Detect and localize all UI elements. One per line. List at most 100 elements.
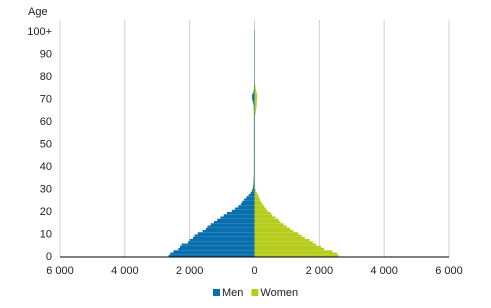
- bar: [255, 203, 263, 205]
- bar: [254, 127, 255, 129]
- bar: [254, 88, 255, 90]
- bar: [255, 104, 257, 106]
- bar: [255, 205, 265, 207]
- bar: [244, 199, 254, 201]
- bar: [255, 199, 261, 201]
- bar: [253, 187, 255, 189]
- bar: [195, 235, 255, 237]
- bar: [255, 106, 257, 108]
- bar: [232, 210, 255, 212]
- y-tick-label: 50: [40, 138, 52, 150]
- bar: [255, 212, 271, 214]
- bar: [255, 241, 313, 243]
- bar: [255, 100, 257, 102]
- bar: [211, 223, 255, 225]
- bar: [254, 176, 255, 178]
- bar: [173, 250, 254, 252]
- bar: [214, 221, 255, 223]
- bar: [255, 194, 259, 196]
- bar: [255, 208, 266, 210]
- bar: [255, 214, 273, 216]
- bar: [255, 239, 310, 241]
- x-tick-label: 2 000: [306, 265, 334, 277]
- bar: [254, 160, 255, 162]
- y-axis-label: Age: [28, 6, 48, 18]
- bar: [253, 185, 254, 187]
- bar: [255, 223, 284, 225]
- bar: [254, 167, 255, 169]
- bar: [254, 169, 255, 171]
- bar: [255, 91, 257, 93]
- bar: [241, 203, 255, 205]
- bar: [255, 226, 287, 228]
- y-tick-label: 80: [40, 71, 52, 83]
- bar: [255, 235, 302, 237]
- bar: [254, 178, 255, 180]
- bar: [251, 192, 255, 194]
- bar: [254, 91, 255, 93]
- bar: [255, 95, 258, 97]
- bar: [255, 190, 256, 192]
- bar: [254, 131, 255, 133]
- bar: [182, 244, 255, 246]
- bar: [254, 113, 255, 115]
- bar: [255, 187, 256, 189]
- bar: [255, 111, 256, 113]
- y-tick-label: 20: [40, 206, 52, 218]
- bar: [255, 248, 325, 250]
- bar: [255, 102, 257, 104]
- bar: [253, 100, 255, 102]
- bar: [206, 228, 255, 230]
- bar: [255, 113, 256, 115]
- bar: [227, 212, 255, 214]
- bar: [217, 219, 254, 221]
- legend-label: Men: [222, 287, 243, 299]
- bar: [255, 237, 305, 239]
- legend-swatch: [213, 289, 220, 296]
- y-tick-label: 30: [40, 183, 52, 195]
- bar: [255, 115, 256, 117]
- bar: [254, 120, 255, 122]
- bar: [255, 192, 257, 194]
- x-tick-label: 6 000: [46, 265, 74, 277]
- bar: [255, 244, 317, 246]
- bar: [246, 196, 254, 198]
- y-tick-label: 10: [40, 228, 52, 240]
- legend-swatch: [251, 289, 258, 296]
- bar: [254, 138, 255, 140]
- bar: [255, 201, 261, 203]
- bar: [255, 109, 257, 111]
- bar: [254, 104, 255, 106]
- bar: [238, 205, 254, 207]
- bar: [254, 174, 255, 176]
- bar: [255, 230, 294, 232]
- bar: [254, 165, 255, 167]
- bar: [255, 253, 338, 255]
- y-tick-label: 0: [46, 251, 52, 263]
- bar: [193, 237, 255, 239]
- y-tick-label: 70: [40, 93, 52, 105]
- x-tick-label: 2 000: [176, 265, 204, 277]
- bar: [254, 154, 255, 156]
- bar: [249, 194, 255, 196]
- bar: [255, 250, 333, 252]
- bar: [254, 129, 255, 131]
- bar: [255, 219, 279, 221]
- bar: [255, 232, 299, 234]
- bar: [188, 241, 254, 243]
- x-tick-label: 0: [251, 265, 257, 277]
- bar: [253, 102, 254, 104]
- bar: [254, 109, 255, 111]
- bar: [224, 214, 255, 216]
- y-tick-label: 90: [40, 48, 52, 60]
- bar: [220, 217, 254, 219]
- bar: [254, 136, 255, 138]
- bar: [190, 239, 255, 241]
- bar: [255, 228, 291, 230]
- bar: [254, 181, 255, 183]
- bar: [242, 201, 254, 203]
- x-tick-label: 4 000: [111, 265, 139, 277]
- bar: [254, 145, 255, 147]
- bar: [180, 246, 255, 248]
